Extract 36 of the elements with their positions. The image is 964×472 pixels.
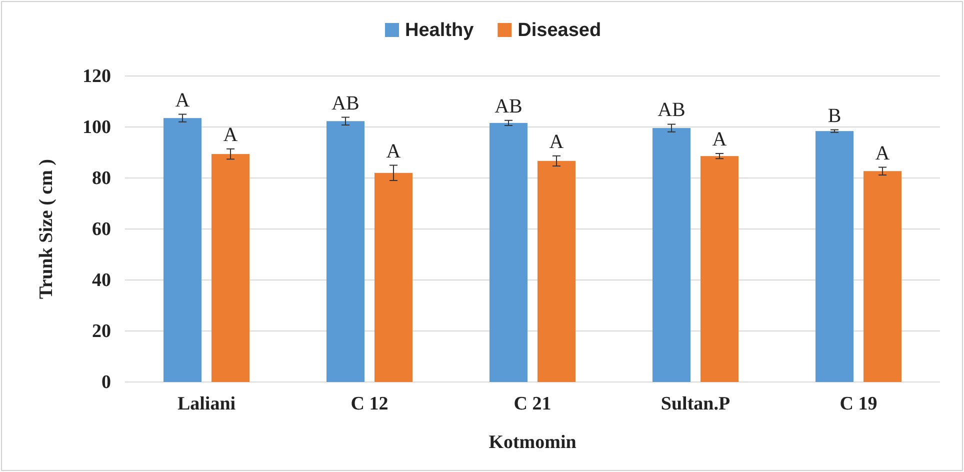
x-axis-title: Kotmomin xyxy=(488,432,577,453)
y-tick-label: 120 xyxy=(82,66,111,88)
legend-label: Healthy xyxy=(405,20,474,41)
data-label: AB xyxy=(658,99,686,122)
data-label: AB xyxy=(494,95,522,118)
y-tick-label: 80 xyxy=(92,168,111,190)
data-label: A xyxy=(223,124,238,146)
x-tick-label: Laliani xyxy=(177,393,236,414)
bar xyxy=(700,156,738,382)
y-axis-title: Trunk Size ( cm ) xyxy=(36,158,57,300)
bar xyxy=(538,160,576,382)
y-tick-label: 20 xyxy=(92,321,111,342)
x-tick-label: C 19 xyxy=(840,393,878,414)
bar xyxy=(864,171,902,382)
data-label: A xyxy=(712,128,728,151)
y-tick-label: 60 xyxy=(92,219,111,240)
bar xyxy=(652,128,690,382)
y-tick-label: 0 xyxy=(102,372,111,394)
x-tick-label: C 21 xyxy=(514,393,552,414)
bar xyxy=(212,154,250,382)
y-tick-label: 100 xyxy=(82,117,111,138)
bar xyxy=(326,121,364,382)
data-label: B xyxy=(828,104,842,127)
x-tick-label: Sultan.P xyxy=(660,393,730,414)
x-tick-label: C 12 xyxy=(350,393,388,414)
legend-label: Diseased xyxy=(518,20,602,41)
data-label: A xyxy=(549,130,564,153)
y-tick-label: 40 xyxy=(92,270,111,292)
data-label: A xyxy=(175,89,190,112)
bar xyxy=(816,131,854,382)
bar xyxy=(490,122,528,382)
data-label: A xyxy=(386,140,402,162)
data-label: AB xyxy=(332,92,360,114)
bar xyxy=(374,172,412,382)
data-label: A xyxy=(875,142,890,164)
bar xyxy=(164,118,202,382)
